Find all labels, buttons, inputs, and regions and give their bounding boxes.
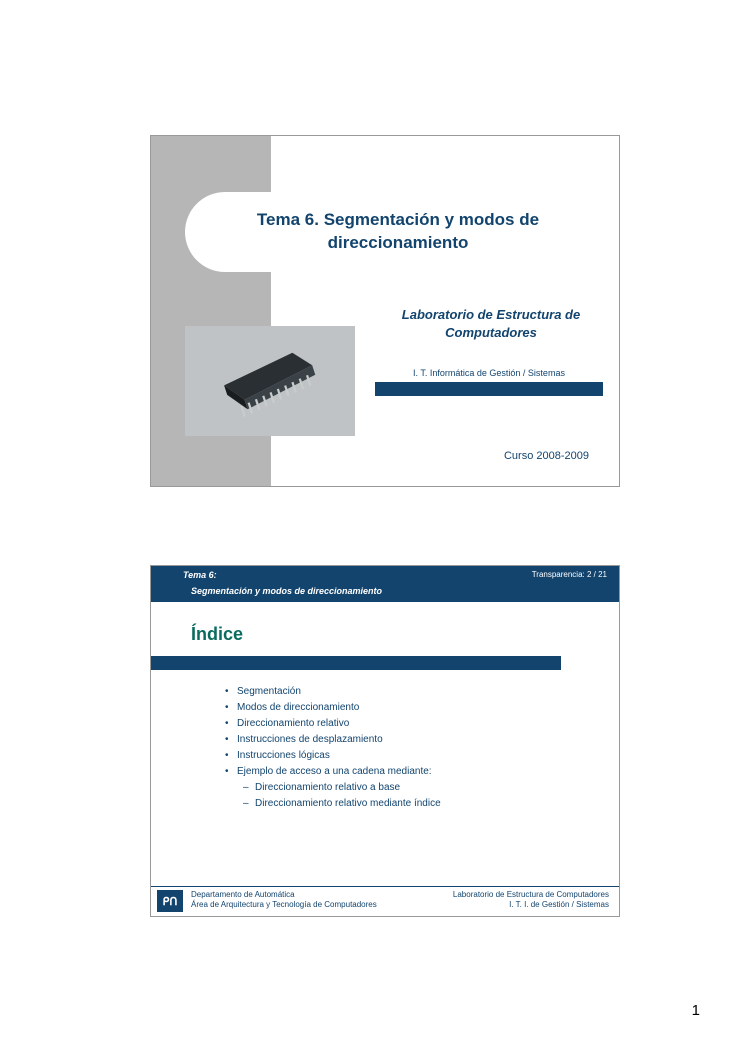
dept-logo-icon: ᑭᑎ — [157, 890, 183, 912]
slide2-bullet-list: Segmentación Modos de direccionamiento D… — [225, 684, 585, 812]
slide1-title-card: Tema 6. Segmentación y modos de direccio… — [185, 192, 591, 272]
slide1-subtitle-block: Laboratorio de Estructura de Computadore… — [381, 306, 601, 341]
slide1-degree-block: I. T. Informática de Gestión / Sistemas — [375, 368, 603, 396]
list-item: Segmentación — [225, 684, 585, 700]
footer-text: Área de Arquitectura y Tecnología de Com… — [191, 900, 377, 910]
chip-illustration — [185, 326, 355, 436]
slide2-footer-right: Laboratorio de Estructura de Computadore… — [453, 890, 609, 911]
slide2-header-sub: Segmentación y modos de direccionamiento — [191, 586, 382, 596]
list-item: Instrucciones lógicas — [225, 748, 585, 764]
slide2-heading-card: Índice — [175, 614, 599, 659]
slide-index: Tema 6: Transparencia: 2 / 21 Segmentaci… — [150, 565, 620, 917]
footer-text: Laboratorio de Estructura de Computadore… — [453, 890, 609, 900]
slide2-heading: Índice — [191, 624, 583, 645]
slide2-header-trans: Transparencia: 2 / 21 — [532, 570, 607, 579]
slide1-curso: Curso 2008-2009 — [504, 450, 589, 462]
slide1-degree: I. T. Informática de Gestión / Sistemas — [375, 368, 603, 378]
slide2-header-tema: Tema 6: — [183, 570, 217, 580]
list-item: Instrucciones de desplazamiento — [225, 732, 585, 748]
slide2-footer: ᑭᑎ Departamento de Automática Área de Ar… — [151, 886, 619, 916]
list-item: Ejemplo de acceso a una cadena mediante: — [225, 764, 585, 780]
slide-title: Tema 6. Segmentación y modos de direccio… — [150, 135, 620, 487]
slide1-accent-bar — [375, 382, 603, 396]
list-item: Modos de direccionamiento — [225, 700, 585, 716]
slide2-heading-bar — [151, 656, 561, 670]
list-subitem: Direccionamiento relativo mediante índic… — [243, 796, 585, 812]
slide2-sublist: Direccionamiento relativo a base Direcci… — [243, 780, 585, 812]
slide1-title: Tema 6. Segmentación y modos de direccio… — [225, 209, 571, 255]
slide2-header: Tema 6: Transparencia: 2 / 21 Segmentaci… — [151, 566, 619, 602]
page-number: 1 — [692, 1002, 700, 1019]
list-item: Direccionamiento relativo — [225, 716, 585, 732]
slide2-footer-left: Departamento de Automática Área de Arqui… — [191, 890, 377, 911]
footer-text: I. T. I. de Gestión / Sistemas — [453, 900, 609, 910]
list-subitem: Direccionamiento relativo a base — [243, 780, 585, 796]
chip-icon — [205, 341, 335, 421]
slide1-subtitle: Laboratorio de Estructura de Computadore… — [381, 306, 601, 341]
footer-text: Departamento de Automática — [191, 890, 377, 900]
